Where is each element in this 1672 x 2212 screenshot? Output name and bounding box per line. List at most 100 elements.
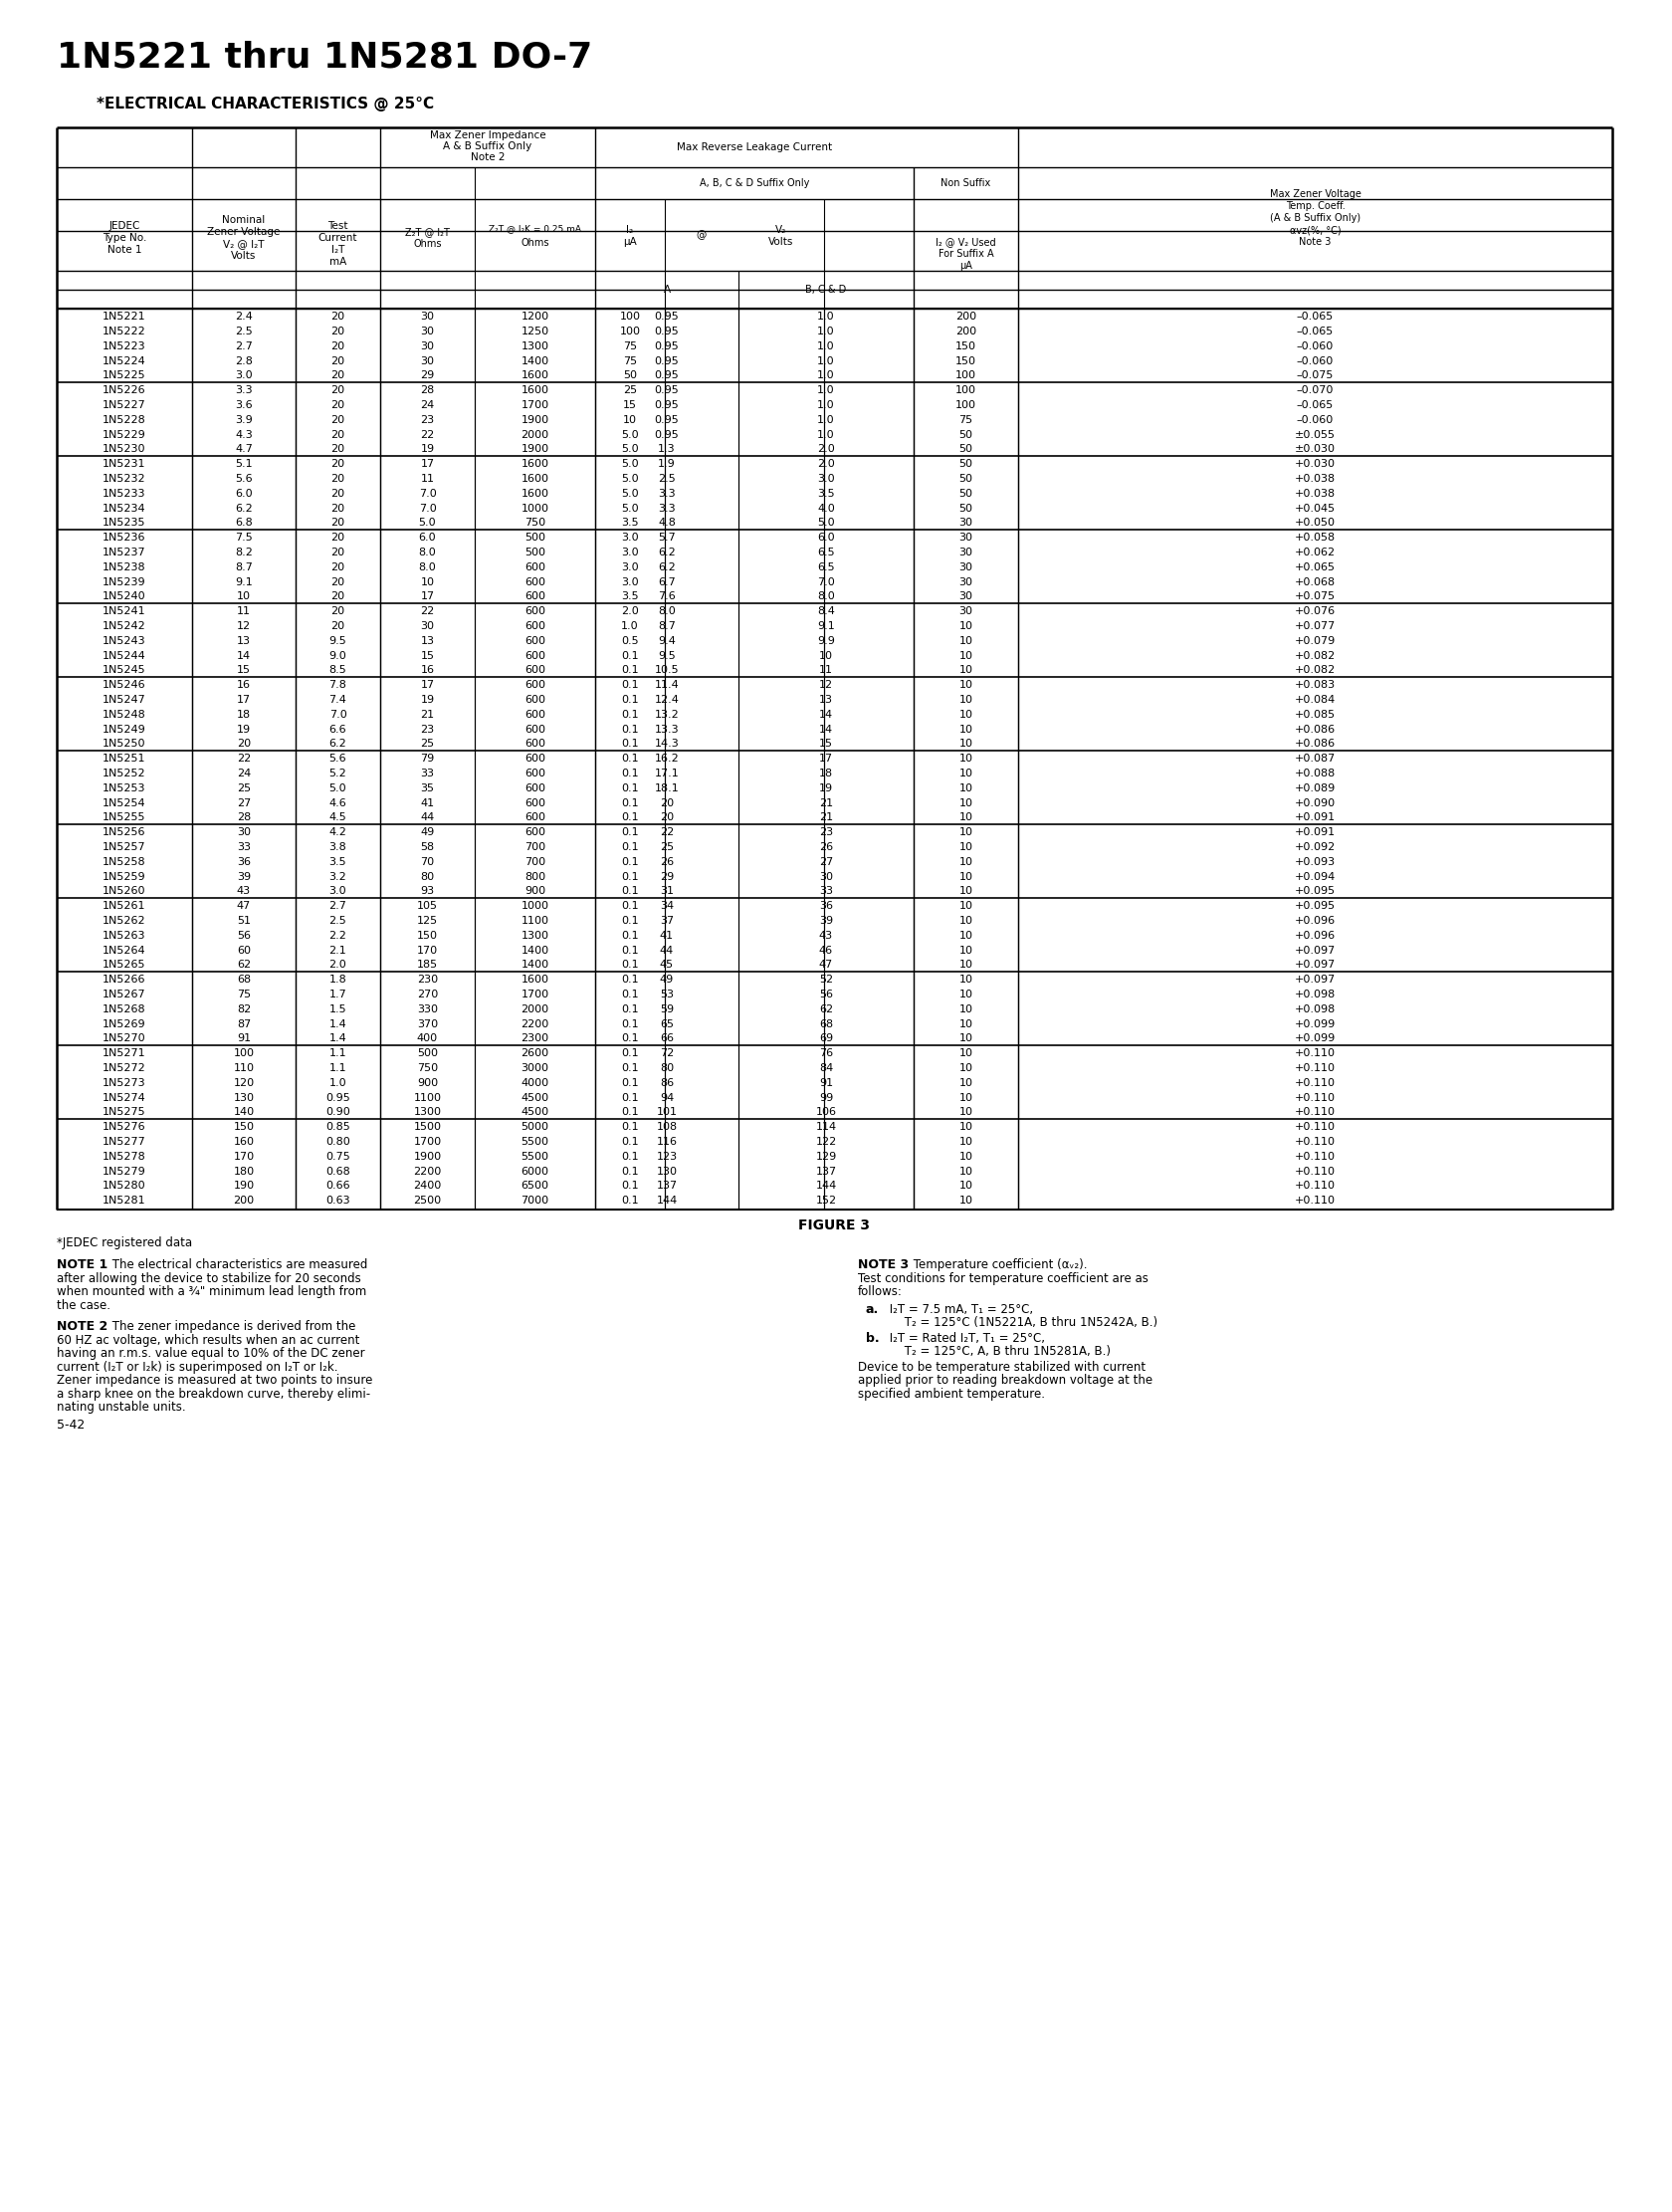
Text: –0.060: –0.060 [1296, 341, 1333, 352]
Text: 20: 20 [331, 372, 344, 380]
Text: 10: 10 [958, 1152, 971, 1161]
Text: 20: 20 [331, 312, 344, 321]
Text: Temp. Coeff.: Temp. Coeff. [1284, 201, 1344, 210]
Text: 37: 37 [659, 916, 674, 927]
Text: 8.0: 8.0 [657, 606, 675, 617]
Text: 10: 10 [958, 635, 971, 646]
Text: 600: 600 [525, 754, 545, 763]
Text: 5500: 5500 [520, 1137, 548, 1146]
Text: nating unstable units.: nating unstable units. [57, 1400, 186, 1413]
Text: 3.0: 3.0 [620, 546, 639, 557]
Text: having an r.m.s. value equal to 10% of the DC zener: having an r.m.s. value equal to 10% of t… [57, 1347, 364, 1360]
Text: Max Zener Impedance: Max Zener Impedance [430, 131, 545, 139]
Text: 16: 16 [420, 666, 435, 675]
Text: 1300: 1300 [520, 931, 548, 940]
Text: 20: 20 [331, 400, 344, 409]
Text: 60 HZ ac voltage, which results when an ac current: 60 HZ ac voltage, which results when an … [57, 1334, 359, 1347]
Text: 24: 24 [237, 768, 251, 779]
Text: 91: 91 [237, 1033, 251, 1044]
Text: 6.6: 6.6 [329, 723, 346, 734]
Text: 0.85: 0.85 [326, 1121, 349, 1133]
Text: 30: 30 [819, 872, 833, 883]
Text: 60: 60 [237, 945, 251, 956]
Text: 2200: 2200 [413, 1166, 441, 1177]
Text: *JEDEC registered data: *JEDEC registered data [57, 1237, 192, 1250]
Text: 20: 20 [331, 356, 344, 365]
Text: +0.110: +0.110 [1294, 1064, 1334, 1073]
Text: 0.95: 0.95 [654, 416, 679, 425]
Text: 1.9: 1.9 [657, 460, 675, 469]
Text: 0.1: 0.1 [620, 975, 639, 984]
Text: 80: 80 [420, 872, 435, 883]
Text: 330: 330 [416, 1004, 438, 1013]
Text: 13: 13 [237, 635, 251, 646]
Text: Device to be temperature stabilized with current: Device to be temperature stabilized with… [858, 1360, 1145, 1374]
Text: V₂: V₂ [776, 226, 786, 234]
Text: 4.8: 4.8 [657, 518, 675, 529]
Text: 7.0: 7.0 [418, 489, 436, 498]
Text: 39: 39 [237, 872, 251, 883]
Text: +0.030: +0.030 [1294, 460, 1334, 469]
Text: NOTE 1: NOTE 1 [57, 1259, 107, 1272]
Text: 62: 62 [237, 960, 251, 969]
Text: 1N5232: 1N5232 [102, 473, 145, 484]
Text: 47: 47 [819, 960, 833, 969]
Text: 0.1: 0.1 [620, 856, 639, 867]
Text: 5500: 5500 [520, 1152, 548, 1161]
Text: 400: 400 [416, 1033, 438, 1044]
Text: 10: 10 [958, 723, 971, 734]
Text: 3.0: 3.0 [620, 577, 639, 586]
Text: 2.0: 2.0 [816, 445, 834, 453]
Text: +0.099: +0.099 [1294, 1033, 1334, 1044]
Text: 10: 10 [958, 945, 971, 956]
Text: 1.1: 1.1 [329, 1064, 346, 1073]
Text: 58: 58 [420, 843, 435, 852]
Text: 5.0: 5.0 [620, 429, 639, 440]
Text: –0.060: –0.060 [1296, 356, 1333, 365]
Text: 4500: 4500 [520, 1108, 548, 1117]
Text: 105: 105 [416, 900, 438, 911]
Text: 10: 10 [958, 1197, 971, 1206]
Text: 0.1: 0.1 [620, 1197, 639, 1206]
Text: 20: 20 [659, 812, 674, 823]
Text: 20: 20 [331, 385, 344, 396]
Text: +0.099: +0.099 [1294, 1020, 1334, 1029]
Text: –0.065: –0.065 [1296, 312, 1333, 321]
Text: T₂ = 125°C, A, B thru 1N5281A, B.): T₂ = 125°C, A, B thru 1N5281A, B.) [884, 1345, 1110, 1358]
Text: 10: 10 [958, 1166, 971, 1177]
Text: 1N5272: 1N5272 [102, 1064, 145, 1073]
Text: 1N5276: 1N5276 [102, 1121, 145, 1133]
Text: 1N5230: 1N5230 [102, 445, 145, 453]
Text: 10: 10 [958, 812, 971, 823]
Text: 1N5225: 1N5225 [102, 372, 145, 380]
Text: 1.0: 1.0 [818, 312, 834, 321]
Text: 1900: 1900 [413, 1152, 441, 1161]
Text: ±0.055: ±0.055 [1294, 429, 1334, 440]
Text: +0.085: +0.085 [1294, 710, 1334, 719]
Text: 10: 10 [958, 739, 971, 750]
Text: 0.1: 0.1 [620, 768, 639, 779]
Text: 6.7: 6.7 [657, 577, 675, 586]
Text: 3.5: 3.5 [818, 489, 834, 498]
Text: 20: 20 [331, 606, 344, 617]
Text: 1N5265: 1N5265 [102, 960, 145, 969]
Text: 1N5254: 1N5254 [102, 799, 145, 807]
Text: 10: 10 [958, 975, 971, 984]
Text: 3000: 3000 [520, 1064, 548, 1073]
Text: 66: 66 [659, 1033, 674, 1044]
Text: 0.1: 0.1 [620, 1004, 639, 1013]
Text: 129: 129 [814, 1152, 836, 1161]
Text: 22: 22 [420, 429, 435, 440]
Text: 1N5236: 1N5236 [102, 533, 145, 542]
Text: 13: 13 [420, 635, 435, 646]
Text: 11: 11 [420, 473, 435, 484]
Text: 600: 600 [525, 562, 545, 573]
Text: μA: μA [960, 261, 971, 270]
Text: 1N5233: 1N5233 [102, 489, 145, 498]
Text: T₂ = 125°C (1N5221A, B thru 1N5242A, B.): T₂ = 125°C (1N5221A, B thru 1N5242A, B.) [884, 1316, 1157, 1329]
Text: 20: 20 [331, 504, 344, 513]
Text: A: A [662, 285, 670, 294]
Text: 0.1: 0.1 [620, 827, 639, 838]
Text: 8.2: 8.2 [234, 546, 252, 557]
Text: 600: 600 [525, 635, 545, 646]
